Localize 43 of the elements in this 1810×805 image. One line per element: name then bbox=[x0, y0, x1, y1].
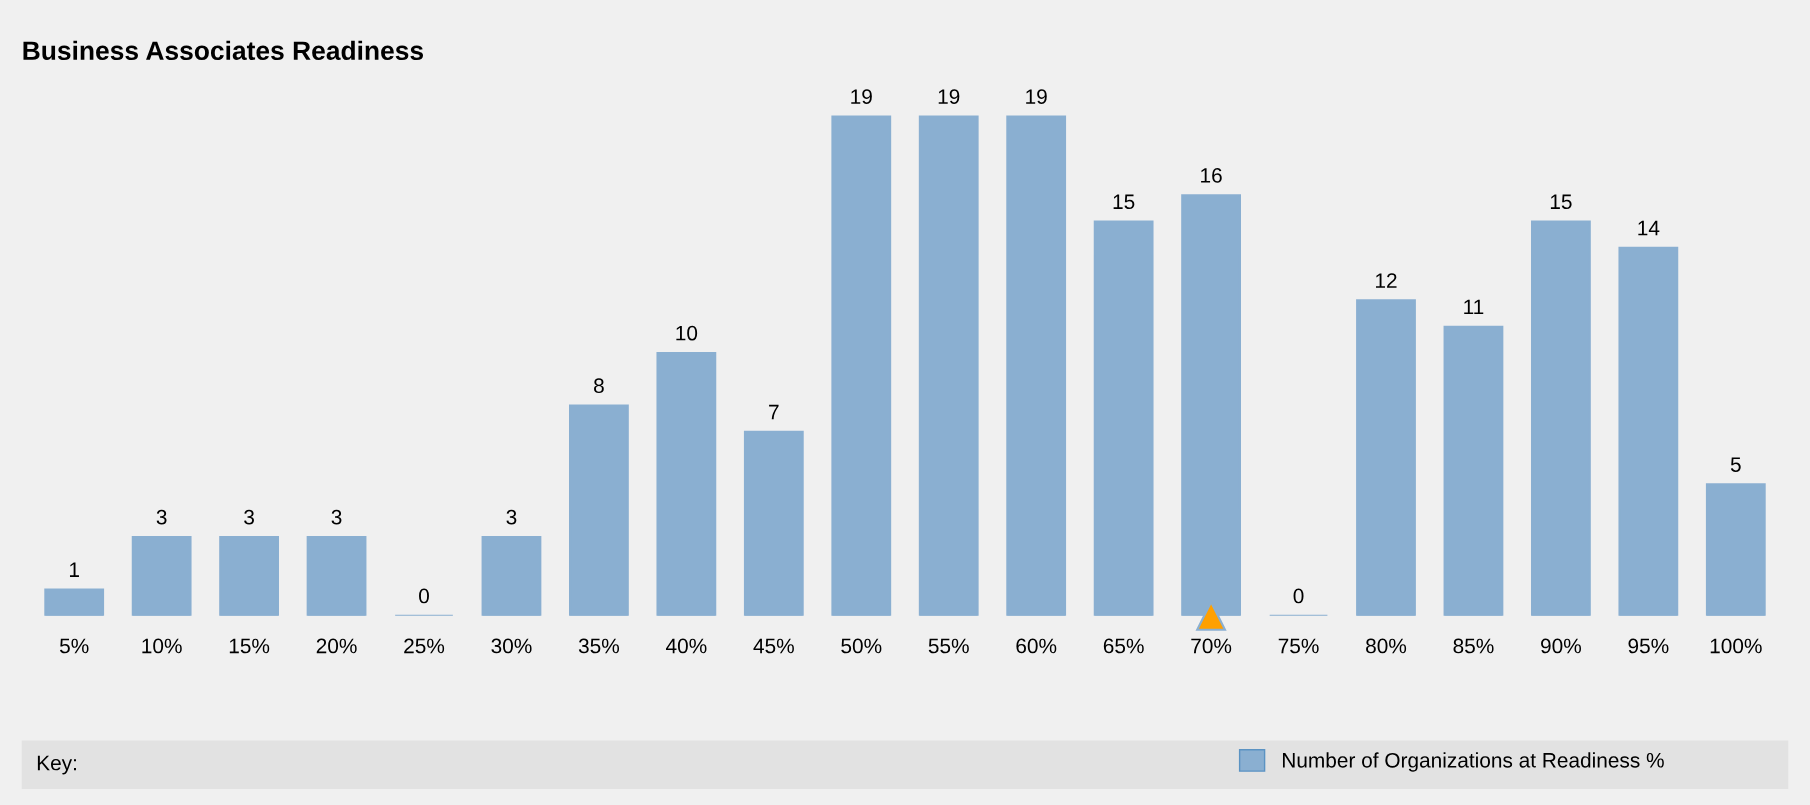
data-label: 15 bbox=[1113, 194, 1135, 210]
x-tick-label: 15% bbox=[229, 638, 270, 654]
data-label: 15 bbox=[1550, 194, 1572, 210]
chart-title: Business Associates Readiness bbox=[23, 40, 424, 61]
data-label: 3 bbox=[244, 509, 254, 525]
x-tick-label: 55% bbox=[928, 638, 969, 654]
x-tick-label: 70% bbox=[1191, 638, 1232, 654]
data-label: 14 bbox=[1638, 220, 1660, 236]
data-label: 3 bbox=[156, 509, 167, 525]
data-label: 19 bbox=[851, 89, 872, 104]
x-tick-label: 35% bbox=[578, 638, 620, 654]
x-tick-label: 25% bbox=[404, 638, 445, 654]
data-label: 3 bbox=[506, 509, 517, 525]
data-label: 1 bbox=[69, 562, 79, 577]
x-tick-label: 75% bbox=[1278, 638, 1319, 654]
x-tick-label: 40% bbox=[666, 638, 707, 654]
data-label: 3 bbox=[331, 509, 342, 525]
data-label: 8 bbox=[594, 378, 604, 394]
legend-title: Key: bbox=[37, 755, 76, 775]
data-label: 19 bbox=[938, 89, 960, 104]
x-tick-label: 30% bbox=[491, 638, 532, 654]
x-tick-label: 85% bbox=[1453, 638, 1494, 654]
x-tick-label: 20% bbox=[316, 638, 357, 654]
x-tick-label: 95% bbox=[1628, 638, 1669, 654]
x-tick-label: 60% bbox=[1016, 638, 1057, 654]
data-label: 11 bbox=[1464, 299, 1484, 315]
legend-label: Number of Organizations at Readiness % bbox=[1282, 752, 1664, 772]
data-label: 5 bbox=[1730, 457, 1741, 472]
x-tick-label: 80% bbox=[1366, 638, 1407, 654]
data-label: 16 bbox=[1201, 168, 1222, 183]
x-tick-label: 90% bbox=[1541, 638, 1582, 654]
x-tick-label: 65% bbox=[1103, 638, 1144, 654]
x-tick-label: 10% bbox=[142, 638, 182, 654]
data-label: 7 bbox=[769, 404, 779, 420]
x-tick-label: 100% bbox=[1710, 638, 1762, 654]
data-label: 10 bbox=[676, 325, 698, 341]
data-label: 0 bbox=[1293, 588, 1304, 604]
data-label: 19 bbox=[1026, 89, 1047, 104]
x-tick-label: 50% bbox=[841, 638, 882, 654]
x-tick-label: 45% bbox=[753, 638, 794, 654]
data-label: 0 bbox=[419, 588, 429, 604]
data-label: 12 bbox=[1376, 273, 1397, 288]
x-tick-label: 5% bbox=[59, 638, 89, 654]
